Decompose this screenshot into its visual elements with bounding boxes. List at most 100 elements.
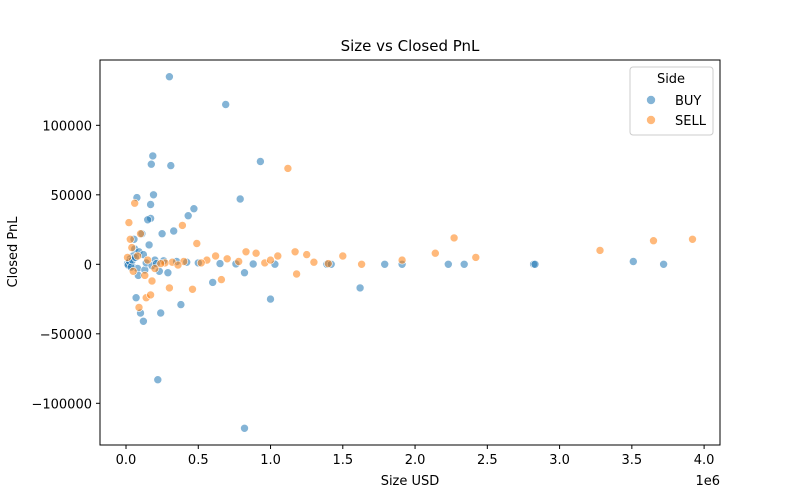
point-sell	[178, 221, 187, 230]
point-buy	[148, 151, 158, 161]
plot-frame	[99, 59, 721, 446]
point-sell	[241, 247, 251, 257]
point-sell	[323, 259, 333, 268]
legend: Side BUY SELL	[629, 66, 714, 136]
point-sell	[128, 266, 138, 276]
x-tick-label: 2.5	[477, 453, 498, 468]
x-axis-ticks: 0.0 0.5 1.0 1.5 2.0 2.5 3.0 3.5 4.0	[116, 445, 715, 468]
point-sell	[234, 257, 243, 266]
point-buy	[221, 100, 230, 109]
point-buy	[157, 229, 167, 238]
point-buy	[240, 268, 249, 278]
point-buy	[131, 293, 141, 303]
point-buy	[169, 226, 178, 236]
legend-title: Side	[657, 72, 685, 87]
point-buy	[256, 157, 265, 166]
x-axis-offset-text: 1e6	[695, 474, 720, 489]
point-sell	[222, 254, 232, 264]
y-axis-label: Closed PnL	[6, 216, 21, 288]
point-sell	[134, 303, 144, 312]
point-sell	[150, 264, 160, 273]
point-buy	[240, 423, 249, 433]
point-buy	[156, 308, 165, 318]
point-buy	[176, 300, 186, 309]
x-tick-label: 2.0	[405, 453, 426, 468]
point-sell	[449, 233, 459, 243]
point-sell	[273, 251, 283, 261]
point-buy	[215, 259, 225, 268]
point-sell	[133, 251, 142, 261]
point-sell	[283, 164, 293, 173]
point-sell	[146, 290, 155, 300]
point-buy	[443, 259, 453, 269]
point-sell	[302, 250, 312, 259]
x-tick-label: 1.5	[332, 453, 353, 468]
y-tick-label: −50000	[40, 328, 92, 343]
point-buy	[459, 259, 469, 269]
legend-label-sell: SELL	[675, 114, 707, 129]
point-sell	[123, 253, 132, 262]
point-buy	[189, 204, 199, 213]
point-buy	[355, 283, 365, 293]
point-buy	[266, 294, 275, 304]
point-sell	[147, 276, 157, 286]
point-sell	[140, 271, 150, 280]
point-buy	[208, 278, 217, 287]
y-tick-label: 50000	[51, 189, 92, 204]
y-tick-label: 100000	[42, 119, 92, 134]
x-tick-label: 1.0	[260, 453, 281, 468]
point-sell	[595, 246, 605, 255]
point-buy	[147, 159, 156, 169]
point-buy	[163, 268, 173, 278]
point-sell	[156, 259, 165, 268]
point-sell	[126, 235, 135, 244]
point-sell	[688, 235, 697, 244]
point-sell	[217, 275, 226, 284]
point-sell	[292, 269, 301, 279]
series-sell	[123, 164, 697, 312]
point-buy	[149, 190, 158, 200]
x-tick-label: 4.0	[694, 453, 715, 468]
point-sell	[127, 243, 137, 252]
point-buy	[380, 259, 390, 269]
point-buy	[659, 259, 668, 269]
point-sell	[136, 229, 145, 238]
point-buy	[143, 215, 152, 225]
x-tick-label: 0.5	[188, 453, 209, 468]
point-sell	[192, 239, 202, 248]
point-buy	[139, 316, 148, 326]
point-sell	[196, 258, 206, 268]
point-sell	[338, 251, 348, 261]
point-sell	[266, 255, 275, 265]
point-buy	[183, 211, 193, 220]
y-tick-label: −100000	[31, 397, 92, 412]
point-sell	[397, 255, 407, 265]
point-buy	[165, 72, 174, 81]
y-axis-ticks: −100000 −50000 0 50000 100000	[31, 119, 100, 412]
point-sell	[309, 257, 319, 267]
point-buy	[530, 259, 540, 269]
point-sell	[251, 248, 261, 258]
points-layer	[123, 72, 697, 433]
point-buy	[144, 240, 154, 250]
point-sell	[173, 260, 183, 270]
point-sell	[430, 248, 440, 258]
legend-marker-sell	[646, 115, 656, 125]
point-buy	[248, 259, 258, 269]
x-tick-label: 3.0	[549, 453, 570, 468]
point-buy	[235, 194, 245, 204]
chart-title: Size vs Closed PnL	[341, 37, 480, 55]
y-tick-label: 0	[84, 258, 92, 273]
point-buy	[153, 375, 163, 385]
point-sell	[211, 251, 220, 261]
point-sell	[188, 284, 197, 294]
point-sell	[357, 259, 366, 269]
x-tick-label: 0.0	[116, 453, 137, 468]
point-sell	[649, 236, 658, 245]
legend-marker-buy	[646, 95, 656, 105]
point-sell	[290, 247, 300, 257]
x-axis-label: Size USD	[381, 474, 440, 489]
point-buy	[628, 257, 638, 266]
point-sell	[130, 198, 139, 208]
